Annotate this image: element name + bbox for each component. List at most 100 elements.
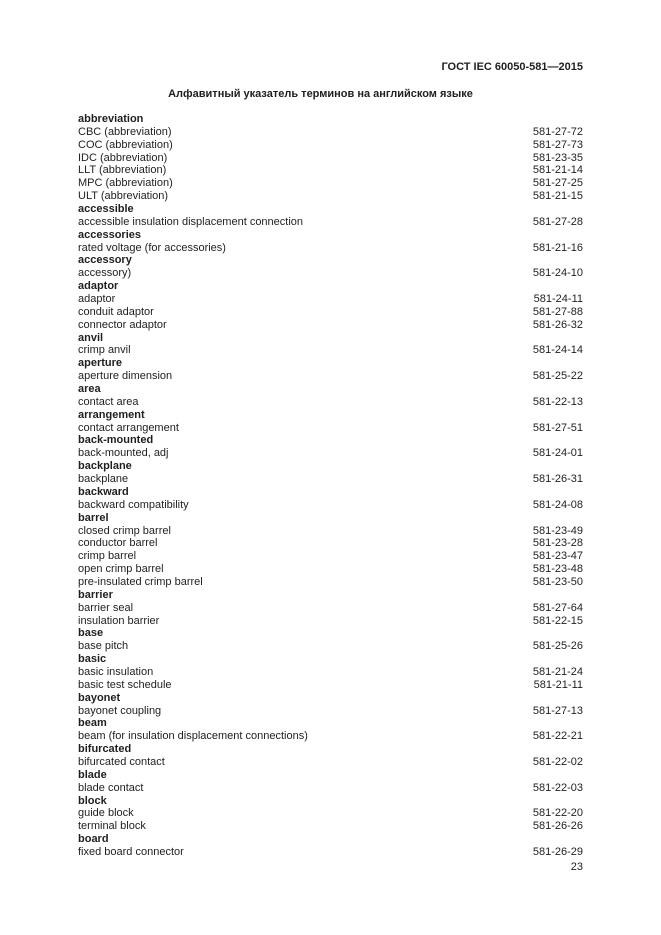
index-group-heading: barrel <box>78 511 109 524</box>
index-group-heading: bayonet <box>78 691 121 704</box>
index-term: connector adaptor <box>78 318 167 331</box>
index-ref: 581-23-35 <box>532 151 583 164</box>
index-entry-row: accessible insulation displacement conne… <box>78 216 583 229</box>
index-entry-row: CBC (abbreviation) 581-27-72 <box>78 126 583 139</box>
index-ref: 581-27-88 <box>532 305 583 318</box>
index-entry-row: closed crimp barrel 581-23-49 <box>78 525 583 538</box>
index-term: rated voltage (for accessories) <box>78 241 226 254</box>
index-entry-row: contact arrangement 581-27-51 <box>78 422 583 435</box>
index-entry-row: base pitch 581-25-26 <box>78 640 583 653</box>
index-group-heading: board <box>78 833 109 846</box>
index-term: fixed board connector <box>78 845 184 858</box>
index-group-heading: base <box>78 627 104 640</box>
index-ref: 581-25-22 <box>532 370 583 383</box>
index-group-heading: beam <box>78 717 107 730</box>
index-term: backward compatibility <box>78 498 189 511</box>
index-ref: 581-27-64 <box>532 601 583 614</box>
index-entry-row: bifurcated contact 581-22-02 <box>78 756 583 769</box>
index-term: ULT (abbreviation) <box>78 190 169 203</box>
index-entry-row: basic insulation 581-21-24 <box>78 666 583 679</box>
index-group-heading: backplane <box>78 460 132 473</box>
index-entry-row: beam (for insulation displacement connec… <box>78 730 583 743</box>
index-term: basic test schedule <box>78 678 172 691</box>
index-term: bifurcated contact <box>78 755 165 768</box>
index-group-heading: area <box>78 383 101 396</box>
index-term: LLT (abbreviation) <box>78 164 167 177</box>
index-entry-row: accessory) 581-24-10 <box>78 267 583 280</box>
index-term: pre-insulated crimp barrel <box>78 575 203 588</box>
index-term: IDC (abbreviation) <box>78 151 168 164</box>
index-list: abbreviation CBC (abbreviation) 581-27-72 C… <box>78 113 583 859</box>
index-group-heading: bifurcated <box>78 743 132 756</box>
page-title: Алфавитный указатель терминов на английс… <box>168 88 473 100</box>
index-ref: 581-21-24 <box>532 665 583 678</box>
index-term: COC (abbreviation) <box>78 138 173 151</box>
index-group-heading: arrangement <box>78 408 145 421</box>
index-ref: 581-23-28 <box>532 537 583 550</box>
index-ref: 581-25-26 <box>532 640 583 653</box>
index-entry-row: IDC (abbreviation) 581-23-35 <box>78 152 583 165</box>
index-ref: 581-26-26 <box>532 820 583 833</box>
index-term: closed crimp barrel <box>78 524 171 537</box>
index-term: base pitch <box>78 640 129 653</box>
index-term: crimp barrel <box>78 550 137 563</box>
index-ref: 581-24-11 <box>533 293 583 306</box>
page-footer: 23 <box>78 861 583 874</box>
index-ref: 581-26-31 <box>532 473 583 486</box>
index-entry-row: backward compatibility 581-24-08 <box>78 499 583 512</box>
index-term: insulation barrier <box>78 614 160 627</box>
index-ref: 581-23-49 <box>532 524 583 537</box>
index-term: open crimp barrel <box>78 563 164 576</box>
index-term: back-mounted, adj <box>78 447 169 460</box>
index-entry-row: aperture dimension 581-25-22 <box>78 370 583 383</box>
index-group-heading: abbreviation <box>78 113 144 125</box>
index-group-heading: blade <box>78 768 107 781</box>
index-ref: 581-22-02 <box>532 755 583 768</box>
index-ref: 581-21-16 <box>532 241 583 254</box>
index-ref: 581-27-13 <box>532 704 583 717</box>
page-number: 23 <box>570 861 583 873</box>
index-entry-row: conduit adaptor 581-27-88 <box>78 306 583 319</box>
index-entry-row: open crimp barrel 581-23-48 <box>78 563 583 576</box>
index-entry-row: crimp barrel 581-23-47 <box>78 550 583 563</box>
index-entry-row: basic test schedule 581-21-11 <box>78 679 583 692</box>
index-group-heading: block <box>78 794 107 807</box>
index-entry-row: MPC (abbreviation) 581-27-25 <box>78 177 583 190</box>
index-entry-row: connector adaptor 581-26-32 <box>78 319 583 332</box>
index-group-heading: backward <box>78 485 129 498</box>
index-term: blade contact <box>78 781 144 794</box>
index-term: accessible insulation displacement conne… <box>78 215 304 228</box>
index-ref: 581-21-14 <box>532 164 583 177</box>
index-ref: 581-22-21 <box>532 730 583 743</box>
index-entry-row: LLT (abbreviation) 581-21-14 <box>78 164 583 177</box>
index-ref: 581-27-25 <box>532 177 583 190</box>
index-entry-row: pre-insulated crimp barrel 581-23-50 <box>78 576 583 589</box>
index-ref: 581-24-01 <box>532 447 583 460</box>
index-group-heading: accessible <box>78 203 134 216</box>
index-term: barrier seal <box>78 601 134 614</box>
index-entry-row: bayonet coupling 581-27-13 <box>78 705 583 718</box>
index-ref: 581-23-50 <box>532 575 583 588</box>
index-entry-row: insulation barrier 581-22-15 <box>78 615 583 628</box>
doc-code: ГОСТ IEC 60050-581—2015 <box>441 61 583 73</box>
index-entry-row: back-mounted, adj 581-24-01 <box>78 447 583 460</box>
index-ref: 581-24-14 <box>532 344 583 357</box>
index-ref: 581-27-51 <box>532 421 583 434</box>
index-entry-row: crimp anvil 581-24-14 <box>78 344 583 357</box>
index-term: conductor barrel <box>78 537 158 550</box>
index-group-heading: aperture <box>78 357 123 370</box>
index-term: contact arrangement <box>78 421 179 434</box>
index-ref: 581-22-03 <box>532 781 583 794</box>
index-ref: 581-24-08 <box>532 498 583 511</box>
index-term: aperture dimension <box>78 370 173 383</box>
index-term: guide block <box>78 807 134 820</box>
index-term: bayonet coupling <box>78 704 162 717</box>
index-group-heading: accessory <box>78 254 132 267</box>
index-term: CBC (abbreviation) <box>78 125 172 138</box>
index-term: contact area <box>78 395 139 408</box>
index-term: beam (for insulation displacement connec… <box>78 730 308 743</box>
index-term: adaptor <box>78 293 116 306</box>
index-ref: 581-27-28 <box>532 215 583 228</box>
index-entry-row: COC (abbreviation) 581-27-73 <box>78 139 583 152</box>
